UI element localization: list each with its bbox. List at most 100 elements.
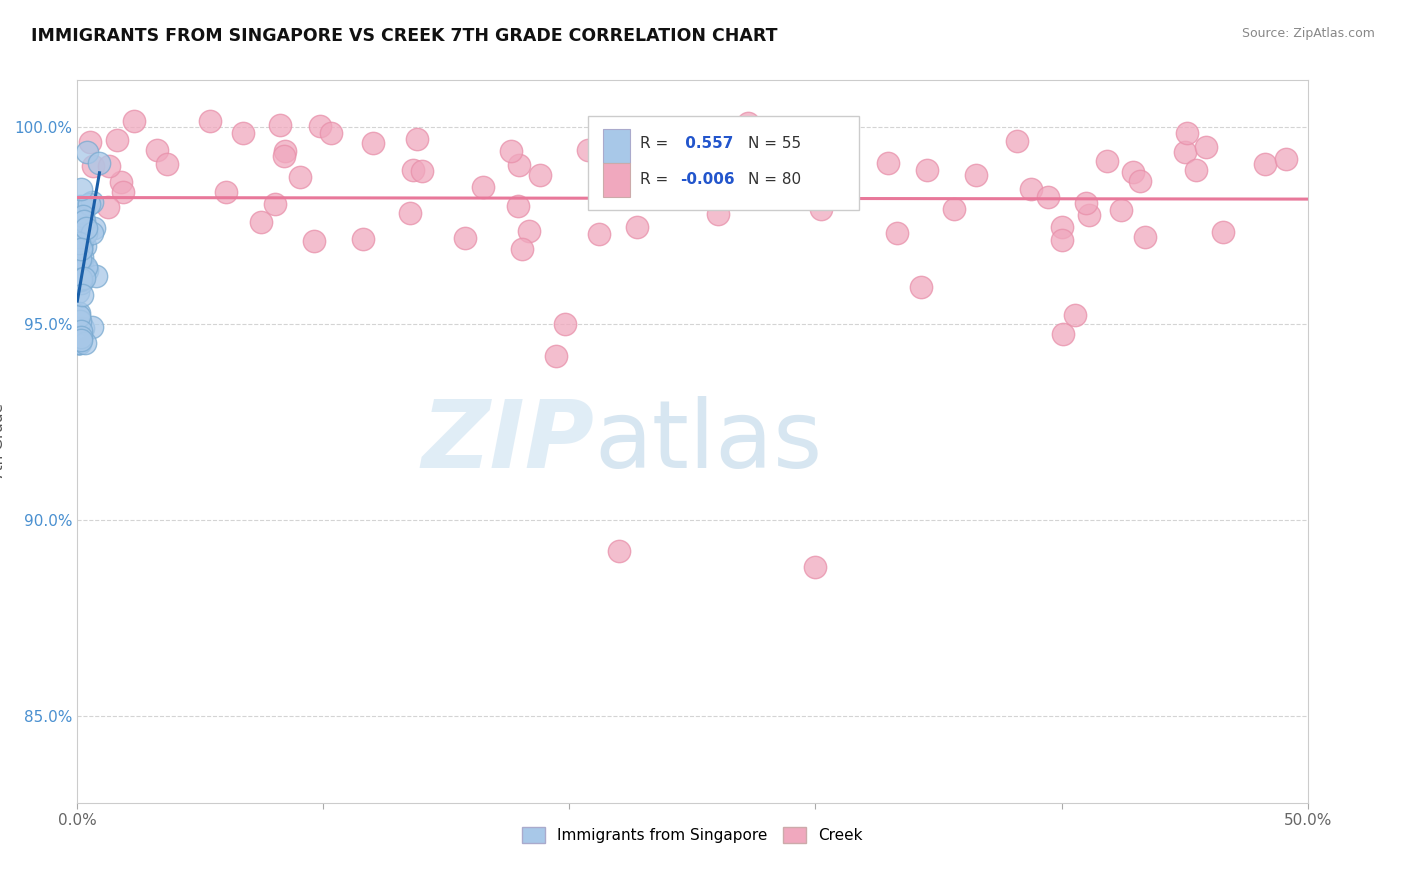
Point <box>1111 203 1133 218</box>
Point <box>75 336 97 351</box>
Point <box>67 227 90 242</box>
Point <box>70 239 93 253</box>
Point <box>273 149 295 163</box>
Point <box>69 333 91 347</box>
Point <box>1212 225 1234 239</box>
Point <box>1050 233 1073 247</box>
Point <box>83 221 105 235</box>
Point <box>110 175 132 189</box>
FancyBboxPatch shape <box>603 128 630 163</box>
Point <box>75 226 97 240</box>
Point <box>1076 195 1098 210</box>
Point <box>73 201 96 215</box>
Point <box>512 242 534 256</box>
Point <box>89 156 111 170</box>
Point <box>274 144 297 158</box>
Point <box>554 318 576 332</box>
Point <box>499 144 522 158</box>
Point <box>70 288 93 302</box>
Point <box>69 242 91 256</box>
Point <box>69 330 91 344</box>
Point <box>309 120 332 134</box>
Point <box>72 320 94 334</box>
Point <box>70 182 93 196</box>
Point <box>517 224 540 238</box>
Point <box>1122 165 1144 179</box>
Point <box>508 158 530 172</box>
Point <box>67 336 90 351</box>
Point <box>718 126 741 140</box>
Point <box>70 324 93 338</box>
Text: atlas: atlas <box>595 395 823 488</box>
Point <box>72 271 94 285</box>
Point <box>943 202 966 216</box>
Point <box>250 214 273 228</box>
Legend: Immigrants from Singapore, Creek: Immigrants from Singapore, Creek <box>516 822 869 849</box>
Point <box>122 114 145 128</box>
Point <box>97 159 120 173</box>
FancyBboxPatch shape <box>588 117 859 211</box>
Point <box>877 155 900 169</box>
Point <box>786 182 808 196</box>
Point <box>198 114 221 128</box>
Point <box>546 349 568 363</box>
Point <box>302 234 325 248</box>
Point <box>1135 230 1157 244</box>
Point <box>69 199 91 213</box>
Point <box>70 230 93 244</box>
Text: ZIP: ZIP <box>422 395 595 488</box>
Point <box>75 260 97 274</box>
Point <box>605 162 627 177</box>
Point <box>82 159 104 173</box>
Text: N = 55: N = 55 <box>748 136 801 152</box>
Text: Source: ZipAtlas.com: Source: ZipAtlas.com <box>1241 27 1375 40</box>
Point <box>405 132 427 146</box>
Point <box>716 122 738 136</box>
Point <box>73 268 96 282</box>
Point <box>67 306 90 320</box>
Point <box>66 321 89 335</box>
Point <box>75 221 97 235</box>
Point <box>576 144 599 158</box>
Point <box>80 226 103 240</box>
Point <box>66 336 89 351</box>
Point <box>70 273 93 287</box>
Point <box>67 336 90 351</box>
Point <box>82 194 104 209</box>
Point <box>588 227 610 241</box>
Point <box>737 116 759 130</box>
Point <box>67 220 90 235</box>
Point <box>69 336 91 351</box>
Point <box>1129 174 1152 188</box>
Point <box>66 308 89 322</box>
Point <box>319 126 342 140</box>
Y-axis label: 7th Grade: 7th Grade <box>0 403 6 480</box>
Point <box>97 200 120 214</box>
Point <box>804 560 827 574</box>
Point <box>76 145 98 159</box>
Point <box>79 136 101 150</box>
Point <box>1275 152 1298 166</box>
Point <box>1097 153 1119 168</box>
Point <box>67 255 90 269</box>
Point <box>363 136 385 150</box>
Point <box>1007 134 1029 148</box>
Point <box>702 180 724 194</box>
Point <box>73 214 96 228</box>
Point <box>70 266 93 280</box>
Point <box>1050 219 1073 234</box>
Point <box>69 273 91 287</box>
Text: N = 80: N = 80 <box>748 172 801 187</box>
Point <box>508 199 530 213</box>
Point <box>399 205 422 219</box>
Point <box>70 234 93 248</box>
Point <box>471 180 494 194</box>
Point <box>1185 163 1208 178</box>
Point <box>626 219 648 234</box>
Point <box>965 168 987 182</box>
Point <box>72 209 94 223</box>
Point <box>810 202 832 216</box>
Point <box>886 226 908 240</box>
Text: 0.557: 0.557 <box>681 136 734 152</box>
Point <box>1019 181 1042 195</box>
